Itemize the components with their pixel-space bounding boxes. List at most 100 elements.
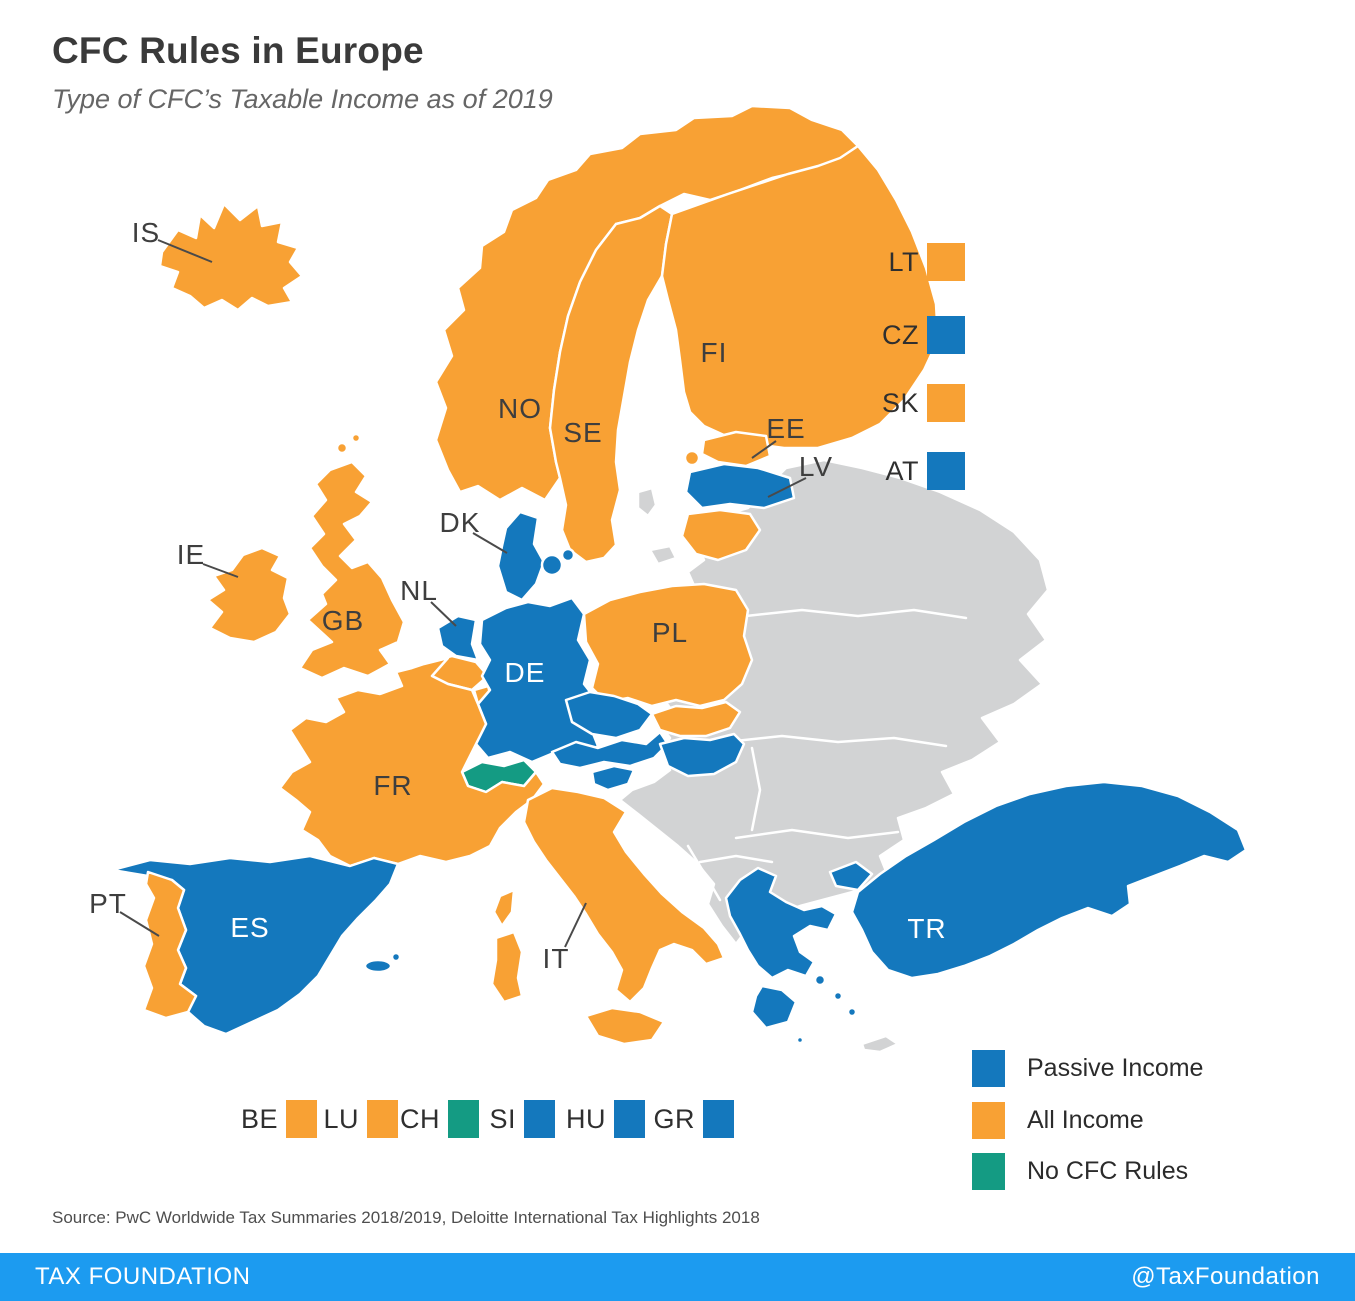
country-gb-island bbox=[350, 432, 362, 444]
label-SE: SE bbox=[563, 417, 602, 448]
footer-twitter-handle: @TaxFoundation bbox=[1131, 1263, 1320, 1290]
label-LV: LV bbox=[799, 451, 833, 482]
source-note: Source: PwC Worldwide Tax Summaries 2018… bbox=[52, 1208, 760, 1227]
country-poland bbox=[582, 582, 754, 708]
legend-swatch bbox=[367, 1100, 398, 1138]
legend-item-passive-income: Passive Income bbox=[972, 1050, 1203, 1087]
label-DK: DK bbox=[440, 507, 481, 538]
label-EE: EE bbox=[766, 413, 805, 444]
country-greek-island bbox=[795, 1035, 805, 1045]
legend-code: CZ bbox=[882, 319, 919, 350]
label-PL: PL bbox=[652, 617, 688, 648]
country-greece bbox=[724, 866, 838, 980]
legend-item-GR: GR bbox=[624, 1100, 734, 1138]
legend-label: No CFC Rules bbox=[1027, 1157, 1189, 1185]
legend-item-no-cfc-rules: No CFC Rules bbox=[972, 1153, 1188, 1190]
country-lithuania bbox=[680, 508, 762, 562]
leader-EE bbox=[751, 440, 777, 459]
leader-IE bbox=[202, 563, 239, 578]
legend-code: SI bbox=[489, 1103, 516, 1134]
country-italy bbox=[522, 786, 726, 1004]
country-ireland bbox=[206, 546, 292, 644]
country-denmark-island bbox=[560, 547, 576, 563]
leader-PT bbox=[119, 911, 160, 937]
country-greek-island bbox=[813, 973, 827, 987]
country-netherlands bbox=[436, 614, 480, 662]
legend-swatch bbox=[927, 384, 965, 422]
country-greek-island bbox=[846, 1006, 858, 1018]
label-PT: PT bbox=[89, 888, 127, 919]
label-IT: IT bbox=[543, 943, 570, 974]
legend-item-BE: BE bbox=[207, 1100, 317, 1138]
country-turkey bbox=[850, 780, 1248, 980]
region-borders bbox=[686, 608, 968, 902]
leader-IS bbox=[157, 239, 213, 263]
label-ES: ES bbox=[230, 912, 269, 943]
legend-code: SK bbox=[881, 387, 919, 418]
legend-swatch bbox=[972, 1102, 1005, 1139]
legend-swatch bbox=[927, 316, 965, 354]
legend-item-LT: LT bbox=[850, 243, 965, 281]
legend-swatch bbox=[703, 1100, 734, 1138]
country-latvia bbox=[684, 462, 796, 510]
legend-code: BE bbox=[240, 1103, 278, 1134]
country-corsica bbox=[492, 888, 516, 928]
country-balearic bbox=[363, 958, 393, 974]
country-hungary bbox=[658, 732, 746, 778]
label-DE: DE bbox=[505, 657, 546, 688]
country-estonia bbox=[700, 430, 772, 468]
country-slovenia bbox=[590, 764, 636, 792]
country-portugal bbox=[142, 870, 198, 1020]
legend-swatch bbox=[286, 1100, 317, 1138]
legend-code: AT bbox=[885, 455, 919, 486]
legend-item-LU: LU bbox=[288, 1100, 398, 1138]
label-GB: GB bbox=[322, 605, 364, 636]
country-peloponnese bbox=[750, 984, 798, 1030]
legend-code: CH bbox=[400, 1103, 440, 1134]
country-slovakia bbox=[650, 700, 742, 738]
country-greek-island bbox=[832, 990, 844, 1002]
legend-swatch bbox=[927, 452, 965, 490]
leader-lines bbox=[119, 239, 807, 948]
country-balearic bbox=[390, 951, 402, 963]
country-cyprus bbox=[860, 1034, 900, 1054]
label-FI: FI bbox=[701, 337, 728, 368]
country-labels: IS NO SE FI EE LV DK NL IE GB DE PL FR I… bbox=[89, 217, 946, 974]
country-kaliningrad bbox=[648, 544, 678, 566]
country-great-britain bbox=[298, 460, 406, 680]
legend-item-SK: SK bbox=[850, 384, 965, 422]
country-denmark bbox=[496, 510, 546, 602]
country-sicily bbox=[584, 1006, 666, 1046]
leader-NL bbox=[430, 601, 457, 627]
label-IE: IE bbox=[177, 539, 205, 570]
country-finland bbox=[660, 144, 940, 450]
page-subtitle: Type of CFC’s Taxable Income as of 2019 bbox=[52, 84, 553, 114]
country-sardinia bbox=[490, 930, 524, 1004]
legend-code: LT bbox=[888, 246, 919, 277]
legend-swatch bbox=[927, 243, 965, 281]
legend-item-CZ: CZ bbox=[850, 316, 965, 354]
footer-brand: TAX FOUNDATION bbox=[35, 1263, 251, 1290]
legend-swatch bbox=[972, 1153, 1005, 1190]
legend-item-all-income: All Income bbox=[972, 1102, 1144, 1139]
legend-swatch bbox=[448, 1100, 479, 1138]
label-IS: IS bbox=[132, 217, 160, 248]
legend-swatch bbox=[524, 1100, 555, 1138]
country-gb-island bbox=[335, 441, 349, 455]
legend-code: LU bbox=[323, 1103, 359, 1134]
legend-swatch bbox=[972, 1050, 1005, 1087]
country-turkey-thrace bbox=[828, 860, 874, 892]
legend-item-AT: AT bbox=[850, 452, 965, 490]
legend-item-SI: SI bbox=[445, 1100, 555, 1138]
label-TR: TR bbox=[907, 913, 946, 944]
footer-bar: TAX FOUNDATION @TaxFoundation bbox=[0, 1253, 1355, 1301]
legend-code: GR bbox=[653, 1103, 695, 1134]
legend-label: All Income bbox=[1027, 1106, 1144, 1134]
leader-DK bbox=[472, 532, 508, 554]
label-NL: NL bbox=[400, 575, 438, 606]
country-iceland bbox=[158, 202, 304, 312]
legend-item-CH: CH bbox=[369, 1100, 479, 1138]
leader-LV bbox=[767, 477, 807, 498]
